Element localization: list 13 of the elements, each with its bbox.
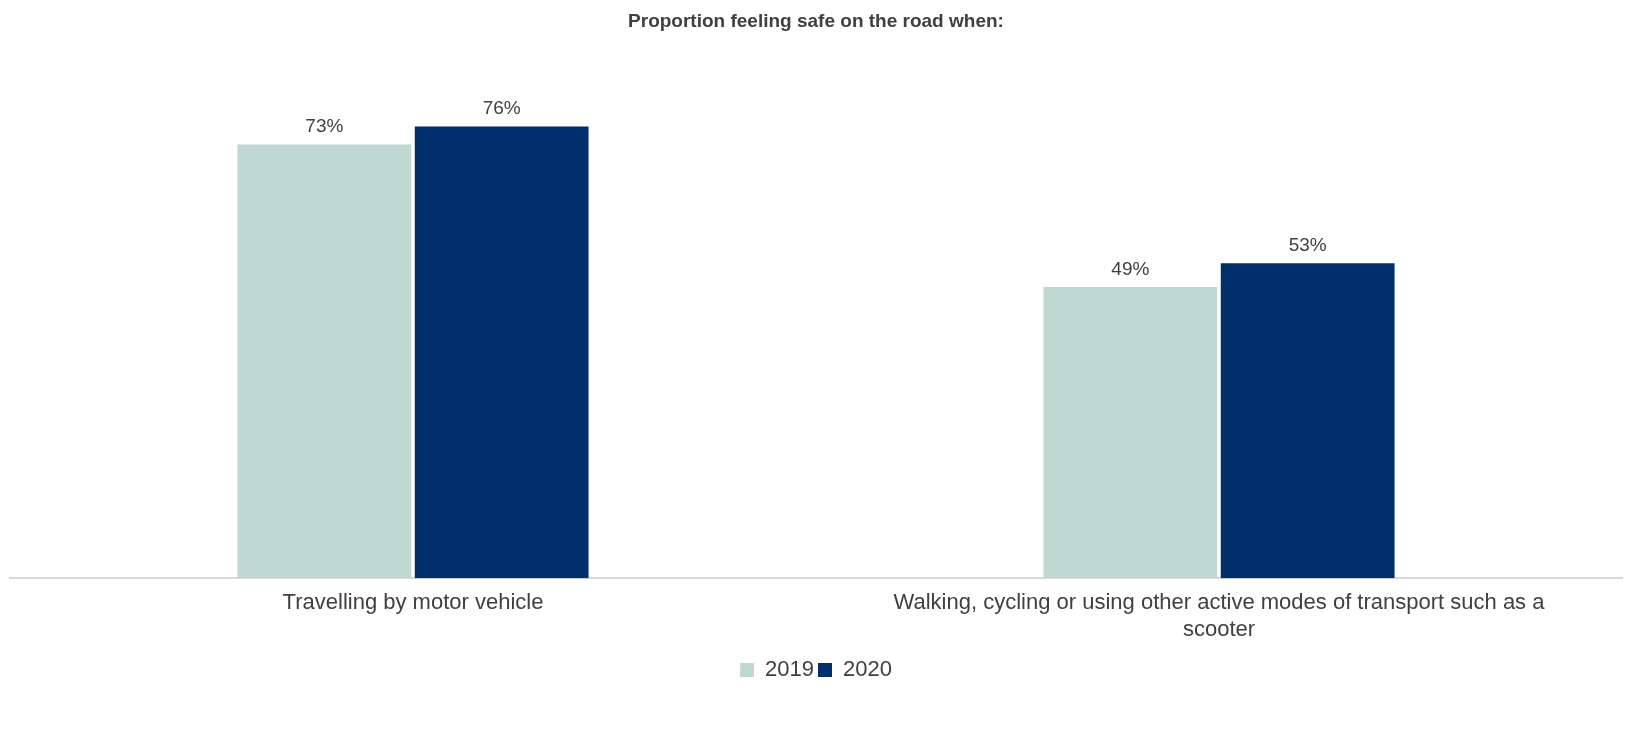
data-label: 76% — [482, 97, 521, 119]
legend-label: 2020 — [843, 656, 892, 682]
chart-title: Proportion feeling safe on the road when: — [628, 9, 1004, 31]
legend-label: 2019 — [765, 656, 815, 682]
bar — [237, 144, 412, 579]
bar — [1220, 263, 1395, 579]
data-label: 49% — [1111, 257, 1150, 279]
data-label: 73% — [305, 115, 344, 137]
x-tick-label: Walking, cycling or using other active modes of transport such as a scooter — [893, 589, 1546, 641]
x-tick-label: Travelling by motor vehicle — [282, 589, 544, 615]
data-label: 53% — [1288, 233, 1327, 255]
bar — [414, 126, 589, 579]
bar — [1043, 287, 1218, 579]
